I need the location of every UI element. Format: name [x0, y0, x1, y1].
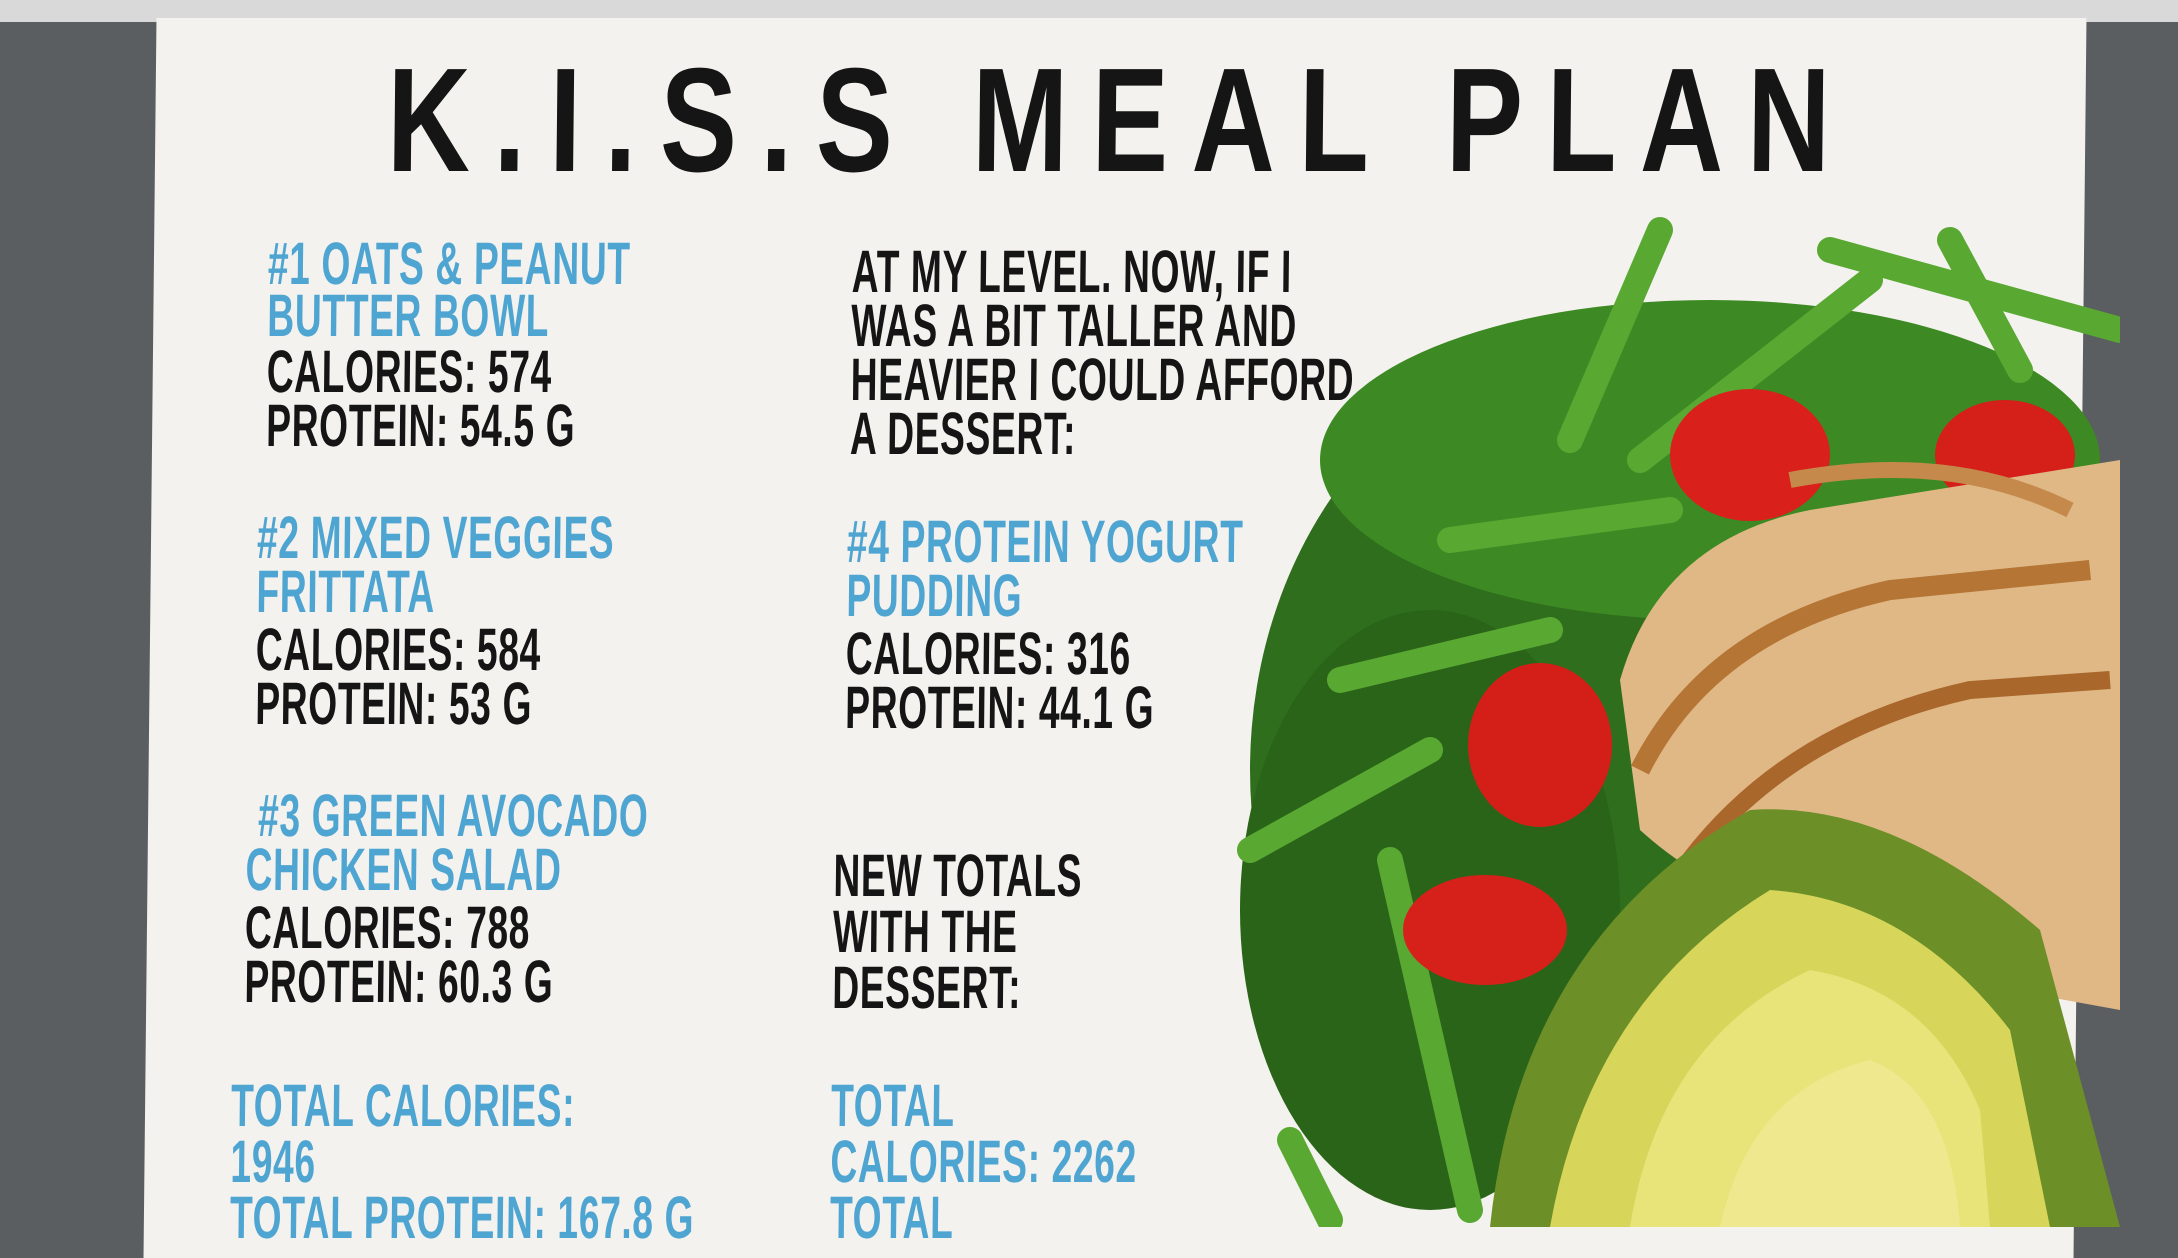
meal-heading: CHICKEN SALAD — [245, 836, 562, 903]
cherry-tomato — [1403, 389, 2075, 985]
page-title: K.I.S.S MEAL PLAN — [386, 38, 1855, 203]
heading-line: WITH THE — [832, 898, 1019, 965]
meal-heading: #3 GREEN AVOCADO — [257, 782, 649, 849]
meal-protein: PROTEIN: 44.1 G — [844, 674, 1155, 741]
meal-heading: PUDDING — [846, 562, 1023, 629]
meal-protein: PROTEIN: 53 G — [254, 670, 533, 737]
new-total-calories: CALORIES: 2262 — [830, 1128, 1138, 1195]
meal-heading: #2 MIXED VEGGIES — [256, 504, 615, 571]
chicken-avocado-salad-image — [1237, 217, 2120, 1227]
heading-line: DESSERT: — [831, 954, 1022, 1021]
sliced-avocado — [1490, 809, 2120, 1227]
meal-heading: #4 PROTEIN YOGURT — [846, 508, 1244, 575]
total-protein: TOTAL PROTEIN: 167.8 G — [229, 1184, 695, 1251]
new-total-label: TOTAL — [830, 1072, 956, 1139]
meal-heading: FRITTATA — [256, 558, 436, 625]
meal-protein: PROTEIN: 60.3 G — [244, 948, 554, 1015]
note-line: A DESSERT: — [849, 400, 1077, 467]
meal-heading: BUTTER BOWL — [267, 282, 550, 349]
meal-calories: CALORIES: 574 — [266, 338, 553, 405]
total-calories-label: TOTAL CALORIES: — [230, 1072, 576, 1139]
meal-calories: CALORIES: 788 — [244, 894, 531, 961]
heading-line: NEW TOTALS — [833, 842, 1083, 909]
meal-protein: PROTEIN: 54.5 G — [265, 392, 576, 459]
screen-top-edge — [0, 0, 2178, 22]
meal-calories: CALORIES: 584 — [255, 616, 542, 683]
new-total-protein-label: TOTAL — [829, 1184, 954, 1251]
meal-calories: CALORIES: 316 — [845, 620, 1132, 687]
total-calories-value: 1946 — [230, 1128, 317, 1195]
